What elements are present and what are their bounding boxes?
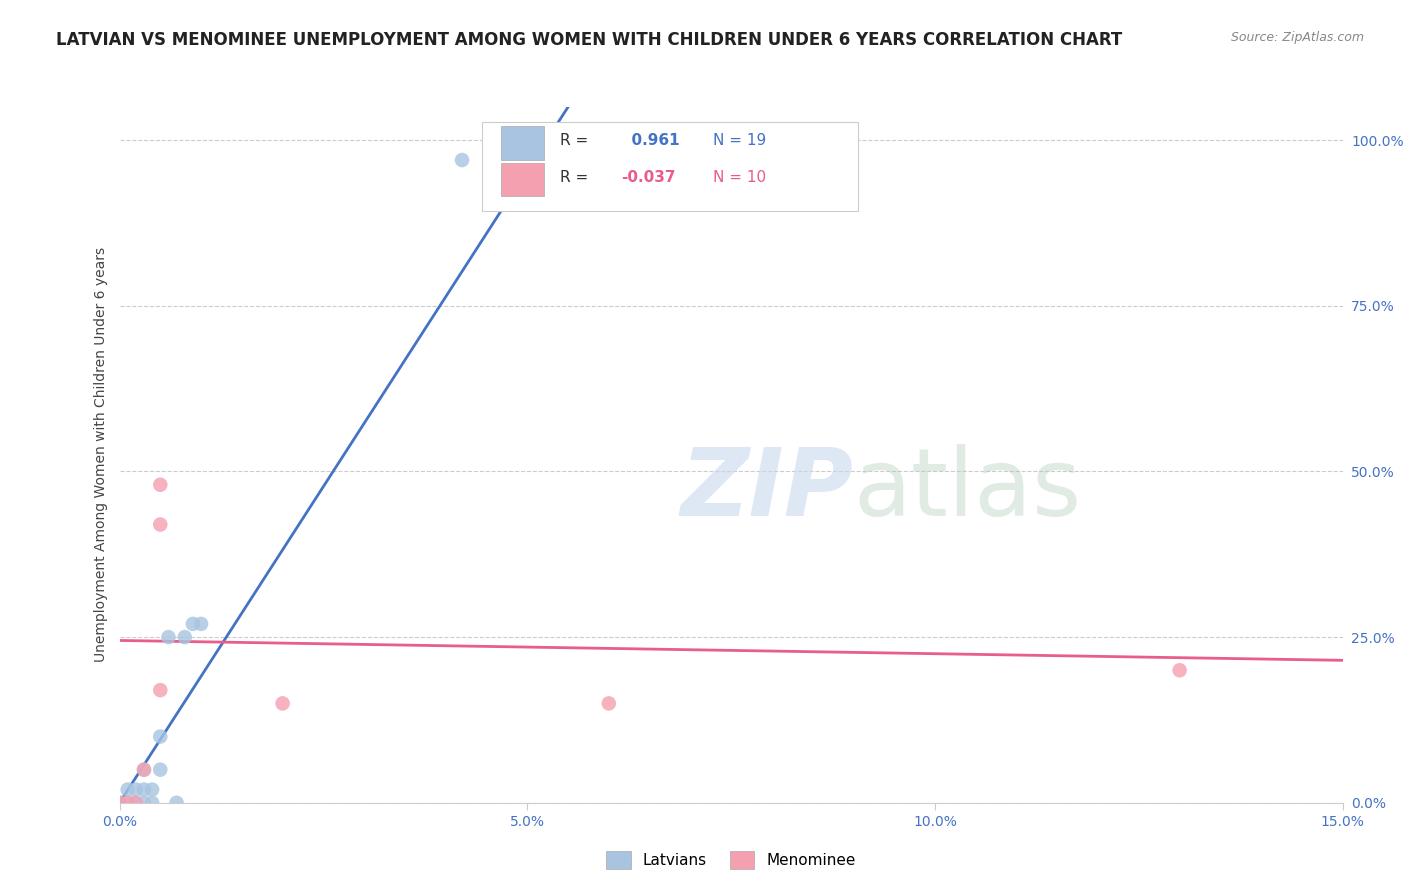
Point	[108, 796, 131, 810]
Point	[166, 796, 188, 810]
Text: 0.961: 0.961	[621, 133, 679, 148]
Point	[117, 796, 139, 810]
Text: -0.037: -0.037	[621, 170, 675, 186]
Point	[108, 796, 131, 810]
Point	[117, 796, 139, 810]
Point	[141, 796, 163, 810]
Point	[141, 782, 163, 797]
Point	[190, 616, 212, 631]
Point	[451, 153, 474, 167]
FancyBboxPatch shape	[501, 127, 544, 160]
Point	[157, 630, 180, 644]
Point	[516, 133, 538, 147]
Point	[132, 763, 155, 777]
Text: N = 19: N = 19	[713, 133, 766, 148]
Point	[132, 782, 155, 797]
FancyBboxPatch shape	[501, 163, 544, 196]
Text: LATVIAN VS MENOMINEE UNEMPLOYMENT AMONG WOMEN WITH CHILDREN UNDER 6 YEARS CORREL: LATVIAN VS MENOMINEE UNEMPLOYMENT AMONG …	[56, 31, 1122, 49]
Point	[125, 796, 148, 810]
Text: R =: R =	[560, 170, 593, 186]
Point	[271, 697, 294, 711]
Point	[173, 630, 195, 644]
Point	[149, 683, 172, 698]
Legend: Latvians, Menominee: Latvians, Menominee	[600, 846, 862, 875]
Point	[125, 782, 148, 797]
Point	[149, 477, 172, 491]
Text: N = 10: N = 10	[713, 170, 766, 186]
Y-axis label: Unemployment Among Women with Children Under 6 years: Unemployment Among Women with Children U…	[94, 247, 108, 663]
Point	[125, 796, 148, 810]
Point	[149, 517, 172, 532]
Point	[132, 763, 155, 777]
Point	[149, 730, 172, 744]
Text: atlas: atlas	[853, 443, 1081, 536]
Point	[132, 796, 155, 810]
Point	[598, 697, 620, 711]
Text: R =: R =	[560, 133, 593, 148]
FancyBboxPatch shape	[482, 121, 858, 211]
Point	[117, 782, 139, 797]
Point	[149, 763, 172, 777]
Point	[181, 616, 204, 631]
Point	[1168, 663, 1191, 677]
Text: ZIP: ZIP	[681, 443, 853, 536]
Text: Source: ZipAtlas.com: Source: ZipAtlas.com	[1230, 31, 1364, 45]
